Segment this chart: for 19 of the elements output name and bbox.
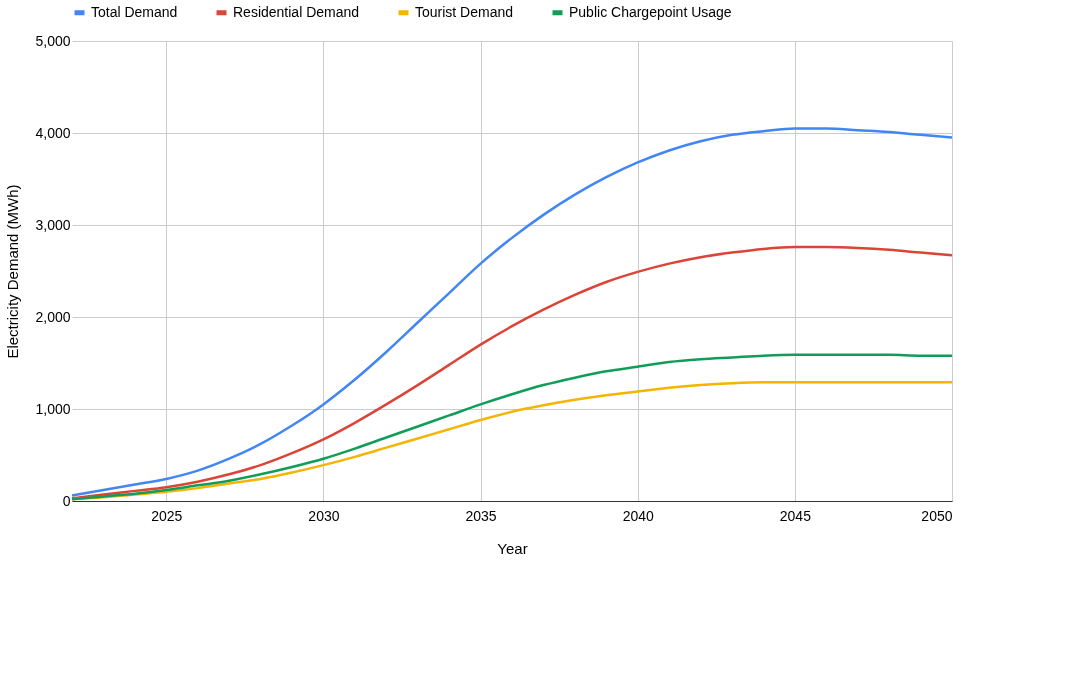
y-tick-label: 2,000 <box>35 308 71 325</box>
x-tick-label: 2035 <box>465 507 497 524</box>
x-tick-label: 2045 <box>779 507 812 524</box>
legend-label: Tourist Demand <box>415 3 514 20</box>
y-tick-label: 5,000 <box>35 32 71 49</box>
y-tick-label: 1,000 <box>35 400 71 417</box>
legend-label: Residential Demand <box>233 3 360 20</box>
x-tick-label: 2040 <box>622 507 654 524</box>
y-tick-label: 4,000 <box>35 124 71 141</box>
x-tick-label: 2050 <box>921 507 953 524</box>
y-tick-label: 0 <box>62 492 71 509</box>
x-axis-title: Year <box>497 539 528 557</box>
y-tick-label: 3,000 <box>35 216 71 233</box>
x-tick-label: 2025 <box>151 507 183 524</box>
legend-label: Total Demand <box>91 3 178 20</box>
x-tick-label: 2030 <box>308 507 340 524</box>
line-series <box>70 127 954 497</box>
legend-label: Public Chargepoint Usage <box>569 3 732 20</box>
y-axis-title: Electricity Demand (MWh) <box>4 184 22 359</box>
